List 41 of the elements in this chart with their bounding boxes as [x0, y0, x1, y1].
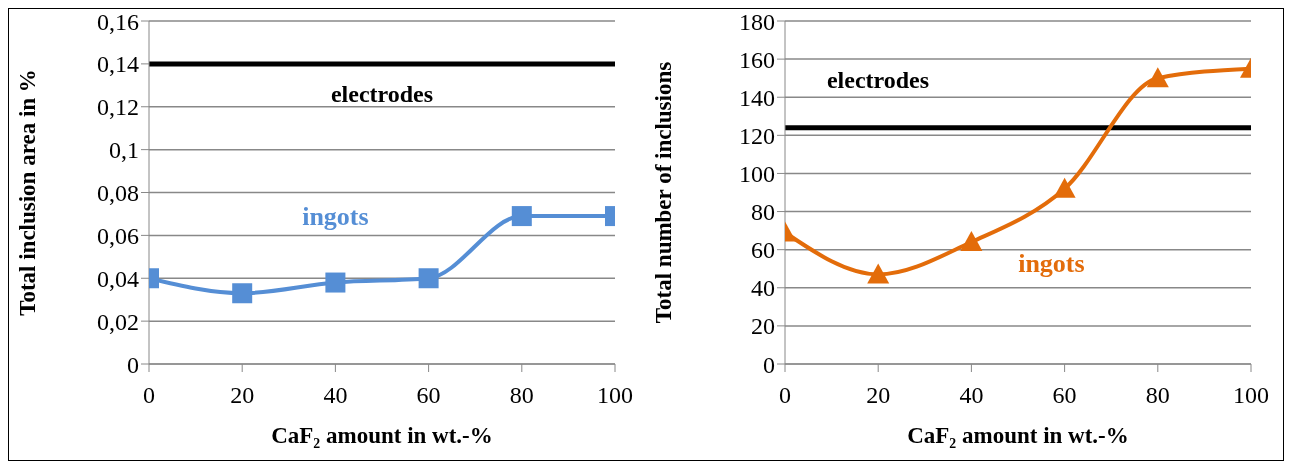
- x-tick-label: 20: [866, 382, 891, 409]
- y-tick-label: 20: [751, 313, 775, 340]
- series-label: ingots: [1018, 249, 1085, 279]
- x-tick-label: 100: [597, 382, 633, 409]
- point: [960, 231, 983, 252]
- y-tick-label: 0,12: [97, 94, 139, 121]
- y-tick-label: 120: [739, 122, 775, 149]
- point: [418, 268, 439, 289]
- y-tick-label: 0: [127, 351, 139, 378]
- ref-line-label: electrodes: [826, 66, 930, 93]
- y-tick-label: 0,08: [97, 180, 139, 207]
- x-tick-label: 80: [509, 382, 534, 409]
- x-tick-label: 60: [1052, 382, 1077, 409]
- y-tick-label: 0,16: [97, 8, 139, 35]
- y-tick-label: 140: [739, 84, 775, 111]
- series-label: ingots: [302, 201, 369, 231]
- x-tick-label: 40: [323, 382, 348, 409]
- point: [325, 272, 346, 293]
- y-tick-label: 0,14: [97, 51, 139, 78]
- y-tick-label: 0,02: [97, 308, 139, 335]
- y-axis-title: Total inclusion area in %: [15, 69, 41, 316]
- y-tick-label: 40: [751, 275, 775, 302]
- ref-line-label: electrodes: [330, 80, 434, 107]
- x-tick-label: 80: [1145, 382, 1170, 409]
- y-tick-label: 0,04: [97, 265, 139, 292]
- x-tick-label: 40: [959, 382, 984, 409]
- y-tick-label: 0,1: [109, 137, 139, 164]
- x-tick-label: 100: [1233, 382, 1269, 409]
- y-tick-label: 160: [739, 46, 775, 73]
- x-tick-label: 60: [416, 382, 441, 409]
- y-tick-label: 0: [763, 351, 775, 378]
- y-tick-label: 180: [739, 8, 775, 35]
- x-axis-title: CaF₂ amount in wt.-%: [907, 423, 1129, 448]
- y-tick-label: 80: [751, 199, 775, 226]
- point: [1053, 177, 1076, 198]
- x-tick-label: 20: [230, 382, 255, 409]
- y-tick-label: 60: [751, 237, 775, 264]
- y-axis-title: Total number of inclusions: [651, 61, 677, 324]
- y-tick-label: 0,06: [97, 222, 139, 249]
- y-tick-label: 100: [739, 160, 775, 187]
- x-axis-title: CaF₂ amount in wt.-%: [271, 423, 493, 448]
